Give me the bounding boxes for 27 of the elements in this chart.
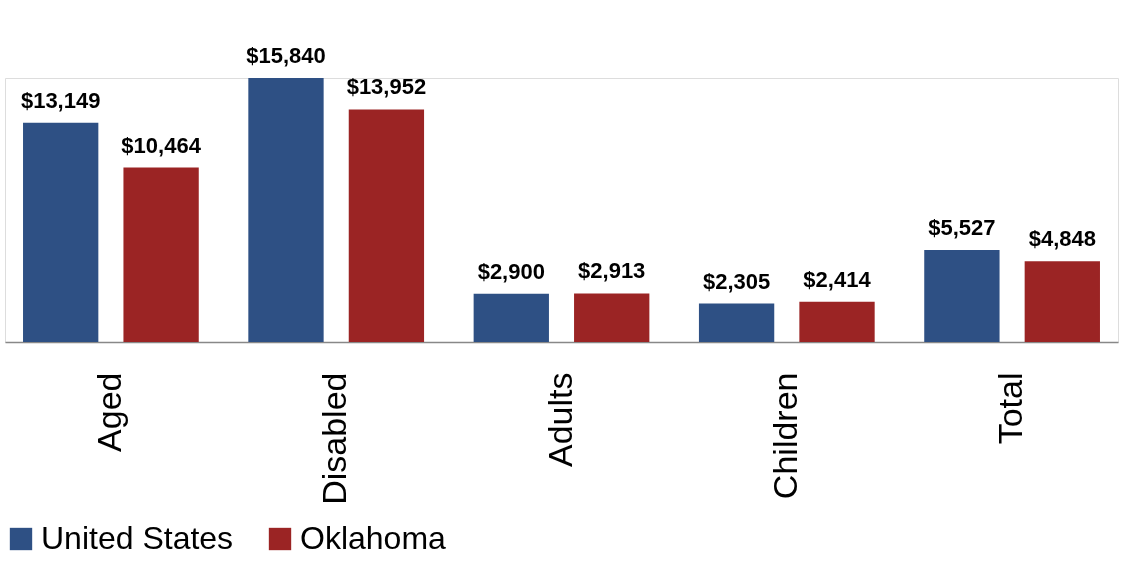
data-label: $5,527 — [928, 214, 996, 240]
data-label: $2,900 — [477, 258, 545, 284]
bar — [698, 303, 775, 342]
bar — [248, 78, 324, 342]
legend-label: Oklahoma — [300, 520, 447, 556]
x-tick-label: Aged — [89, 372, 128, 452]
data-label: $10,464 — [121, 132, 202, 158]
bar — [473, 293, 549, 342]
data-label: $13,149 — [20, 87, 101, 113]
bar — [123, 167, 199, 342]
data-label: $13,952 — [346, 74, 427, 100]
x-tick-label: Adults — [540, 372, 579, 467]
x-tick-label: Children — [765, 372, 804, 500]
legend-label: United States — [41, 520, 234, 556]
data-label: $15,840 — [246, 43, 326, 68]
bar — [348, 109, 425, 342]
x-tick-label: Disabled — [315, 372, 354, 505]
bar — [23, 122, 99, 342]
bar — [924, 249, 1000, 342]
bar — [574, 293, 650, 342]
bar — [1024, 261, 1100, 342]
data-label: $2,305 — [702, 268, 771, 294]
x-tick-label: Total — [991, 372, 1030, 445]
data-label: $4,848 — [1028, 226, 1096, 252]
data-label: $2,913 — [578, 258, 646, 284]
bar — [799, 301, 875, 342]
data-label: $2,414 — [803, 266, 872, 292]
